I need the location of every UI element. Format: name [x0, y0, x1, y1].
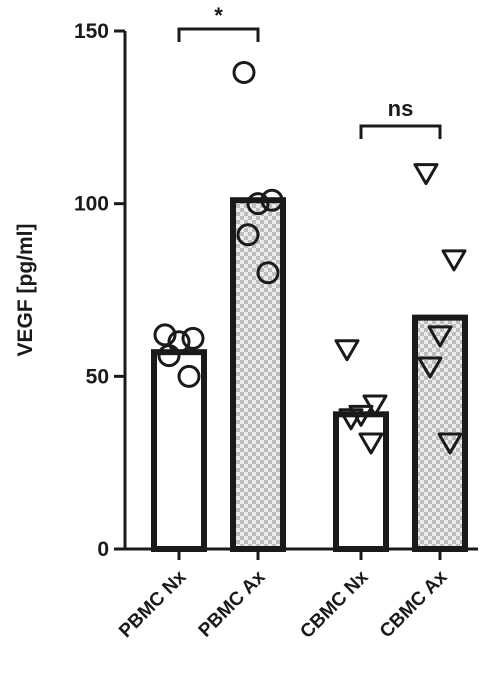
significance-bracket — [359, 124, 442, 139]
x-tick-label: PBMC Ax — [195, 566, 270, 641]
data-point — [427, 325, 453, 348]
data-point — [177, 364, 201, 388]
significance-bracket — [177, 27, 260, 42]
data-point — [246, 192, 270, 216]
significance-label: ns — [388, 96, 414, 121]
bar-pbmc-ax — [230, 197, 286, 552]
significance-label: * — [214, 3, 223, 28]
y-tick-label: 100 — [74, 193, 109, 216]
data-point — [338, 408, 364, 431]
data-point — [157, 344, 181, 368]
x-tick-label: PBMC Nx — [115, 566, 191, 642]
data-point — [437, 432, 463, 455]
data-point — [232, 60, 256, 84]
data-point — [358, 432, 384, 455]
data-point — [181, 326, 205, 350]
data-point — [256, 261, 280, 285]
data-point — [413, 163, 439, 186]
x-tick-label: CBMC Nx — [296, 566, 372, 642]
data-point — [260, 188, 284, 212]
data-point — [334, 339, 360, 362]
y-tick-label: 50 — [86, 365, 109, 388]
y-tick-label: 150 — [74, 20, 109, 43]
y-axis-label: VEGF [pg/ml] — [14, 224, 37, 357]
data-point — [417, 356, 443, 379]
x-tick-label: CBMC Ax — [376, 566, 452, 642]
data-point — [441, 249, 467, 272]
y-tick-label: 0 — [97, 538, 109, 561]
data-point — [236, 223, 260, 247]
data-point — [348, 404, 374, 427]
